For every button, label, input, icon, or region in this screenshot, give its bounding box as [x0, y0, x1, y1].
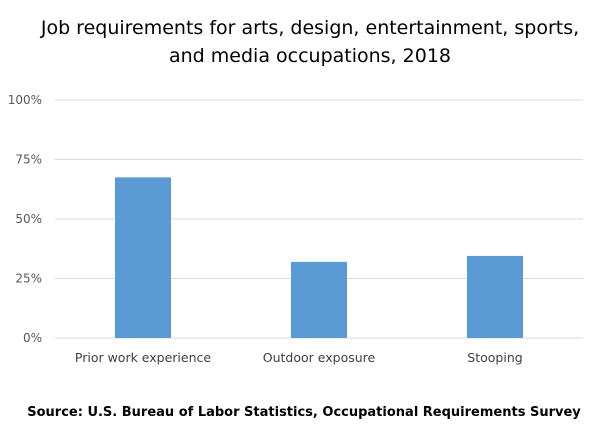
x-category-label: Outdoor exposure	[263, 350, 376, 365]
y-tick-label: 100%	[8, 93, 42, 107]
y-tick-label: 0%	[23, 331, 42, 345]
chart-title-line-2: and media occupations, 2018	[169, 45, 451, 67]
x-category-label: Prior work experience	[75, 350, 212, 365]
bar	[291, 261, 347, 338]
bars	[115, 177, 523, 338]
y-axis-tick-labels: 0% 25% 50% 75% 100%	[8, 93, 42, 345]
bar	[467, 255, 523, 338]
y-tick-label: 25%	[15, 272, 42, 286]
x-axis-category-labels: Prior work experience Outdoor exposure Sto…	[75, 350, 523, 365]
bar	[115, 177, 171, 338]
y-tick-label: 75%	[15, 153, 42, 167]
chart-title-line-1: Job requirements for arts, design, enter…	[40, 17, 579, 39]
source-note: Source: U.S. Bureau of Labor Statistics,…	[27, 405, 581, 420]
x-category-label: Stooping	[467, 350, 522, 365]
chart-title: Job requirements for arts, design, enter…	[40, 17, 579, 67]
y-tick-label: 50%	[15, 212, 42, 226]
